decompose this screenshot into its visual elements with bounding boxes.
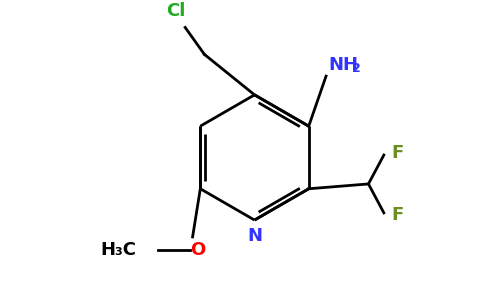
Text: F: F [392,206,404,224]
Text: O: O [190,242,205,260]
Text: 2: 2 [352,62,361,75]
Text: F: F [392,144,404,162]
Text: H₃C: H₃C [101,242,137,260]
Text: N: N [247,227,262,245]
Text: NH: NH [328,56,358,74]
Text: Cl: Cl [166,2,185,20]
